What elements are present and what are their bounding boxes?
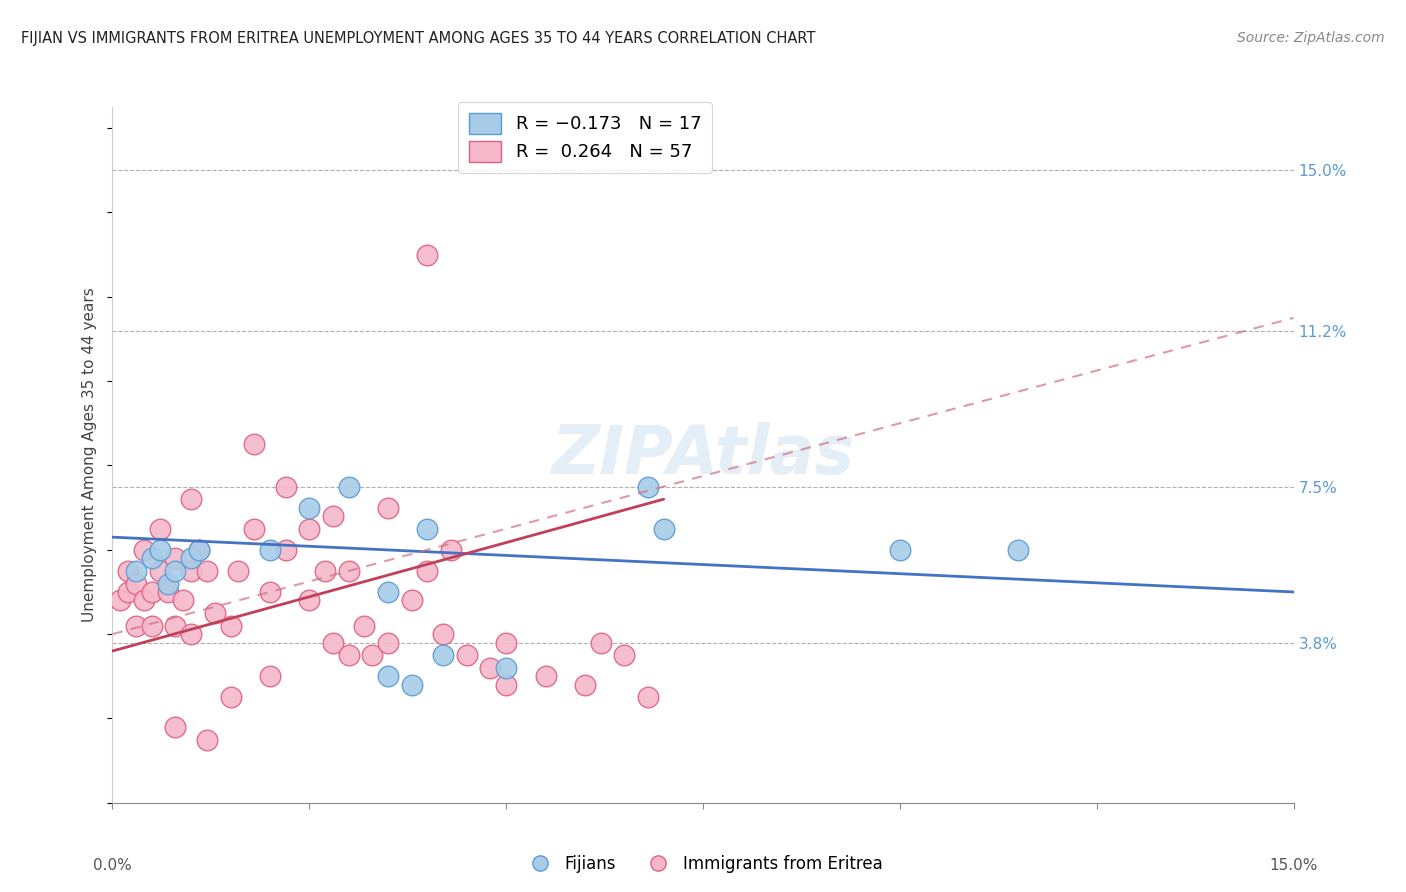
Point <box>149 522 172 536</box>
Point <box>172 593 194 607</box>
Point <box>479 661 502 675</box>
Point <box>188 542 211 557</box>
Point <box>141 551 163 566</box>
Point <box>353 618 375 632</box>
Point <box>165 618 187 632</box>
Point <box>361 648 384 663</box>
Point <box>195 564 218 578</box>
Point <box>156 576 179 591</box>
Point <box>337 564 360 578</box>
Point <box>416 564 439 578</box>
Point <box>322 635 344 649</box>
Point <box>141 618 163 632</box>
Point <box>141 585 163 599</box>
Point <box>165 551 187 566</box>
Point <box>574 678 596 692</box>
Point <box>314 564 336 578</box>
Point <box>156 585 179 599</box>
Point <box>432 627 454 641</box>
Point <box>416 522 439 536</box>
Point <box>219 618 242 632</box>
Point <box>337 648 360 663</box>
Point <box>322 509 344 524</box>
Point <box>259 585 281 599</box>
Text: ZIPAtlas: ZIPAtlas <box>551 422 855 488</box>
Point <box>377 669 399 683</box>
Point <box>416 247 439 261</box>
Point <box>195 732 218 747</box>
Point <box>298 522 321 536</box>
Point <box>165 720 187 734</box>
Point <box>180 551 202 566</box>
Point <box>440 542 463 557</box>
Point <box>377 500 399 515</box>
Point <box>243 522 266 536</box>
Point <box>180 627 202 641</box>
Point <box>456 648 478 663</box>
Text: Source: ZipAtlas.com: Source: ZipAtlas.com <box>1237 31 1385 45</box>
Point <box>298 500 321 515</box>
Point <box>204 606 226 620</box>
Point <box>298 593 321 607</box>
Point <box>117 564 139 578</box>
Text: FIJIAN VS IMMIGRANTS FROM ERITREA UNEMPLOYMENT AMONG AGES 35 TO 44 YEARS CORRELA: FIJIAN VS IMMIGRANTS FROM ERITREA UNEMPL… <box>21 31 815 46</box>
Point <box>274 542 297 557</box>
Point <box>337 479 360 493</box>
Point <box>219 690 242 705</box>
Point <box>149 564 172 578</box>
Point <box>1007 542 1029 557</box>
Point <box>401 593 423 607</box>
Point <box>180 492 202 507</box>
Point <box>117 585 139 599</box>
Point <box>534 669 557 683</box>
Point <box>243 437 266 451</box>
Point <box>495 678 517 692</box>
Point <box>259 542 281 557</box>
Point <box>589 635 612 649</box>
Point <box>188 542 211 557</box>
Point <box>432 648 454 663</box>
Point <box>125 618 148 632</box>
Point <box>125 564 148 578</box>
Point <box>132 542 155 557</box>
Point <box>652 522 675 536</box>
Point <box>132 593 155 607</box>
Point <box>377 585 399 599</box>
Point <box>613 648 636 663</box>
Point <box>180 564 202 578</box>
Point <box>228 564 250 578</box>
Point <box>637 479 659 493</box>
Text: 0.0%: 0.0% <box>93 857 132 872</box>
Point <box>110 593 132 607</box>
Point <box>637 690 659 705</box>
Point <box>259 669 281 683</box>
Point <box>889 542 911 557</box>
Text: 15.0%: 15.0% <box>1270 857 1317 872</box>
Legend: Fijians, Immigrants from Eritrea: Fijians, Immigrants from Eritrea <box>516 848 890 880</box>
Point <box>401 678 423 692</box>
Point <box>149 542 172 557</box>
Point <box>274 479 297 493</box>
Point <box>495 635 517 649</box>
Point <box>377 635 399 649</box>
Point <box>125 576 148 591</box>
Point <box>165 564 187 578</box>
Point <box>495 661 517 675</box>
Y-axis label: Unemployment Among Ages 35 to 44 years: Unemployment Among Ages 35 to 44 years <box>82 287 97 623</box>
Legend: R = −0.173   N = 17, R =  0.264   N = 57: R = −0.173 N = 17, R = 0.264 N = 57 <box>458 103 711 173</box>
